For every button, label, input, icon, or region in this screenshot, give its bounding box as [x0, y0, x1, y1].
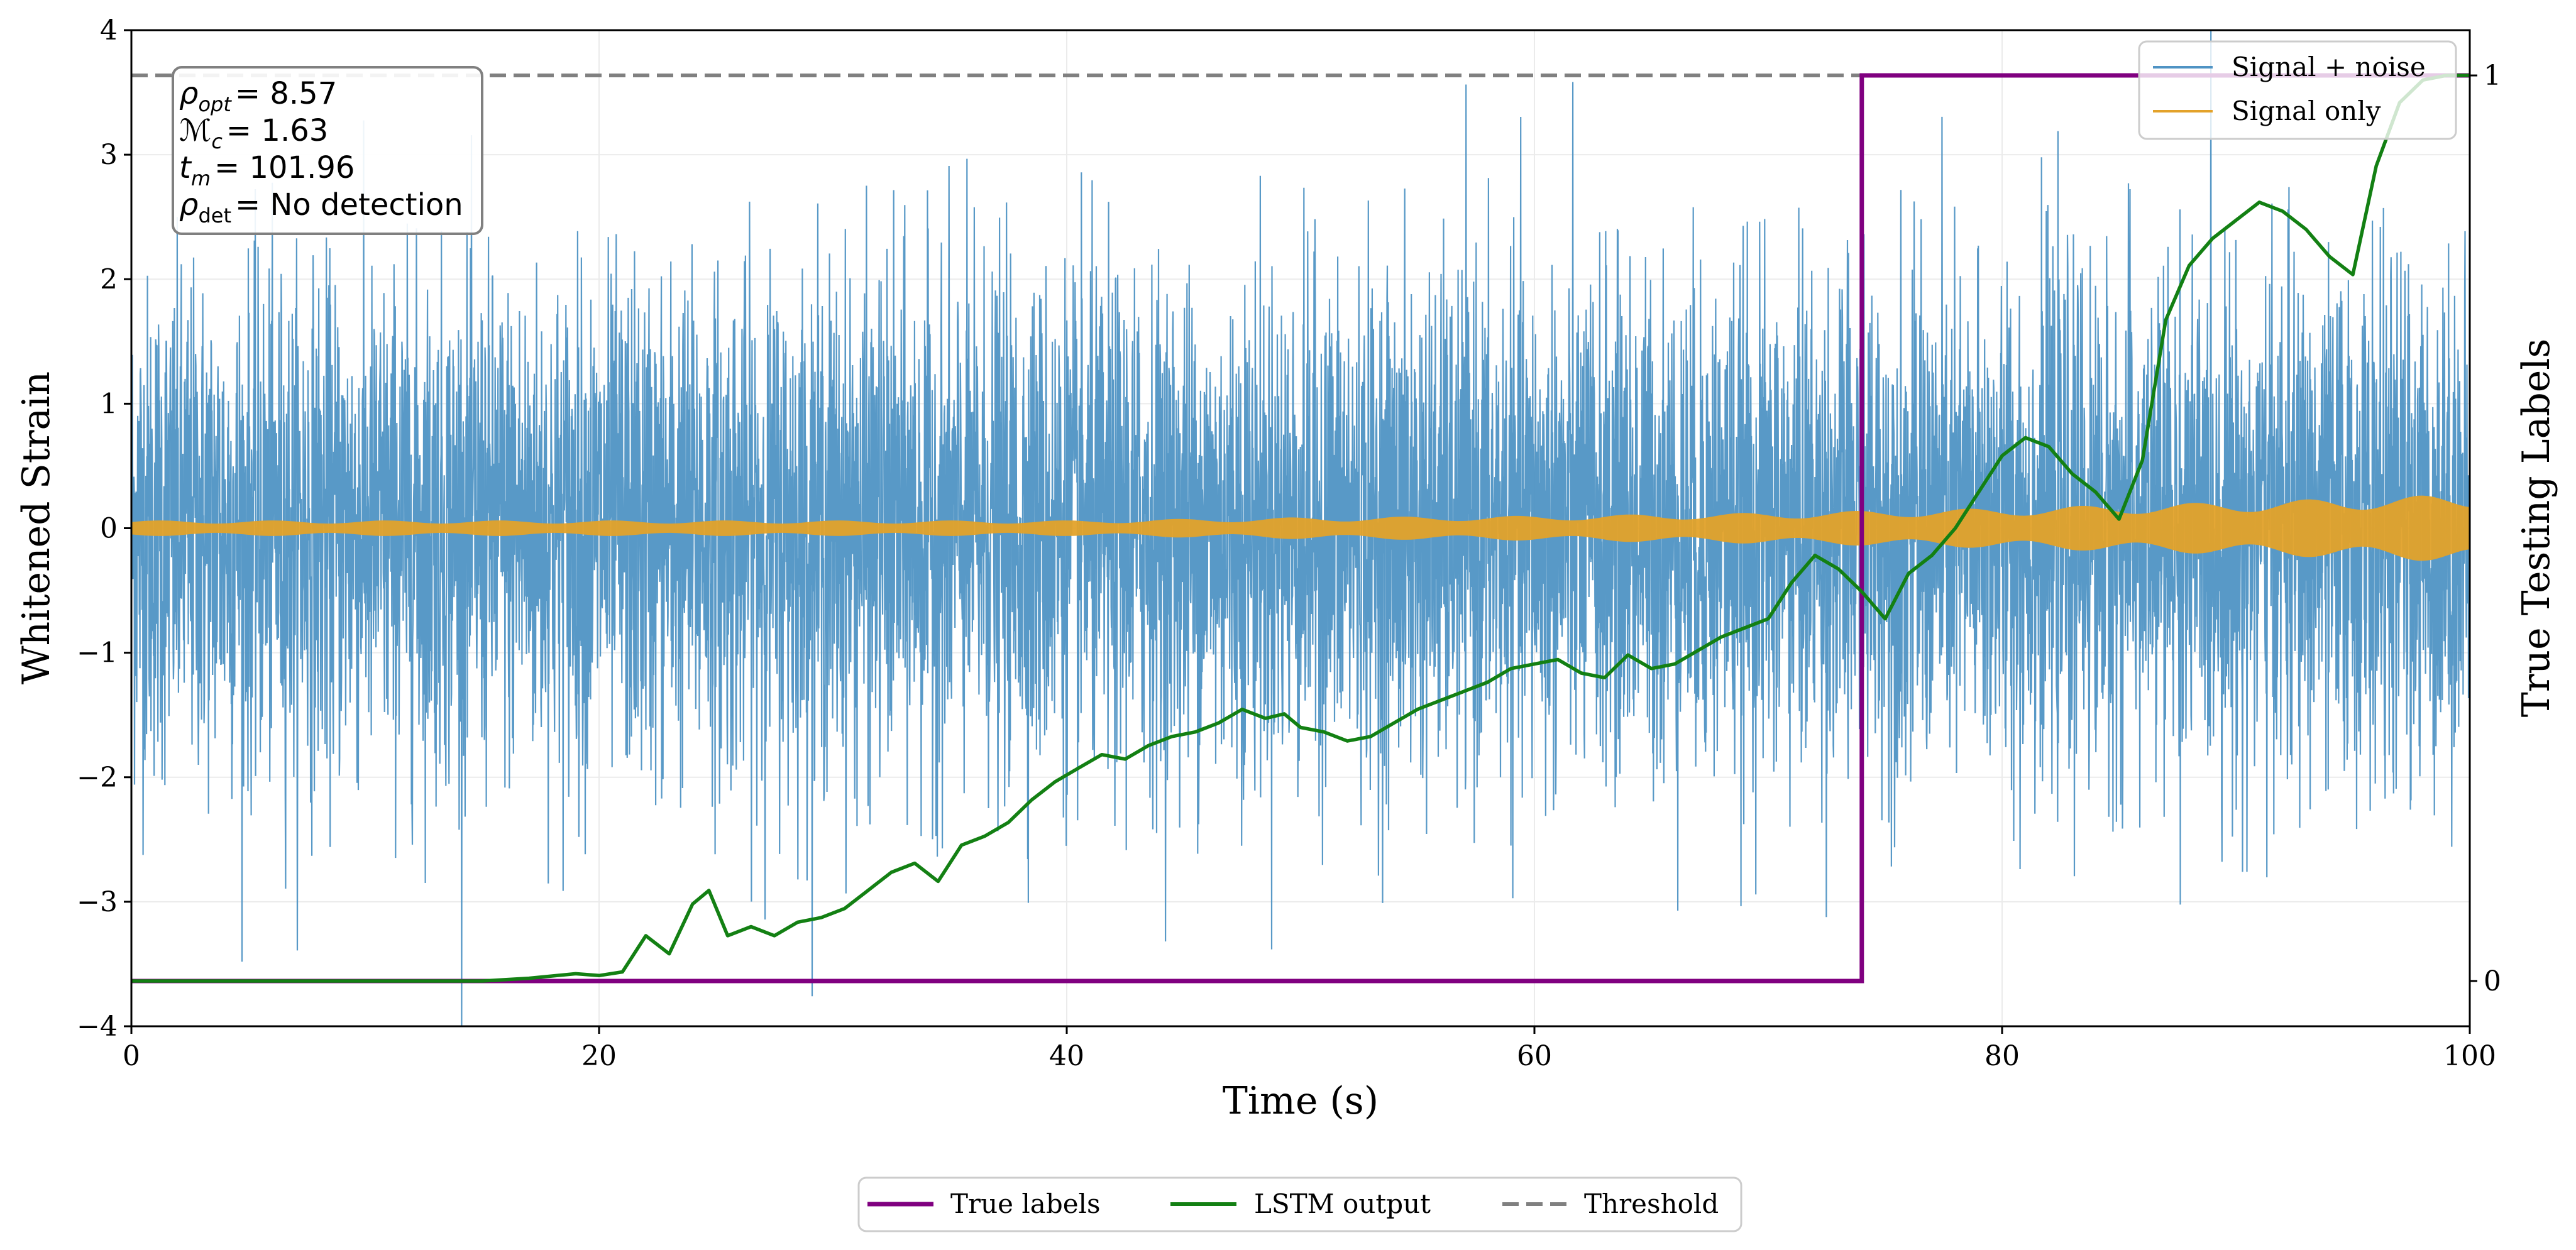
y-tick-label: 2 — [100, 263, 118, 295]
x-tick-label: 60 — [1517, 1040, 1552, 1072]
y-tick-label: 4 — [100, 14, 118, 47]
legend-label-signal-noise: Signal + noise — [2232, 52, 2426, 82]
y2-axis-ticks: 01 — [2470, 60, 2501, 997]
y2-tick-label: 1 — [2484, 60, 2501, 92]
legend-bottom: True labels LSTM output Threshold — [857, 1176, 1742, 1232]
legend-bottom-frame — [857, 1176, 1742, 1232]
y-tick-label: −2 — [77, 762, 118, 794]
annotation-merger-time: tm = 101.96 — [179, 150, 355, 190]
y-tick-label: −4 — [77, 1011, 118, 1043]
x-tick-label: 100 — [2443, 1040, 2496, 1072]
y-tick-label: 3 — [100, 139, 118, 171]
legend-label-threshold: Threshold — [1584, 1188, 1719, 1219]
x-tick-label: 40 — [1049, 1040, 1084, 1072]
legend-top: Signal + noise Signal only — [2138, 40, 2457, 140]
x-tick-label: 0 — [123, 1040, 140, 1072]
legend-label-lstm-output: LSTM output — [1254, 1188, 1431, 1219]
y-tick-label: 0 — [100, 513, 118, 545]
y-tick-label: 1 — [100, 388, 118, 420]
annotation-frame — [172, 66, 483, 235]
annotation-rho-det: ρdet = No detection — [179, 187, 463, 228]
y-axis-ticks: −4 −3 −2 −1 0 1 2 3 4 — [77, 14, 131, 1043]
y2-tick-label: 0 — [2484, 965, 2501, 997]
y-tick-label: −3 — [77, 886, 118, 918]
lstm-output-series — [131, 74, 2470, 983]
x-tick-label: 20 — [581, 1040, 617, 1072]
x-tick-label: 80 — [1984, 1040, 2020, 1072]
y-axis-title: Whitened Strain — [14, 371, 58, 684]
signal-only-series — [131, 495, 2470, 561]
y2-axis-title: True Testing Labels — [2514, 339, 2558, 718]
x-axis-ticks: 0 20 40 60 80 100 — [123, 1026, 2496, 1072]
annotation-rho-opt: ρopt = 8.57 — [179, 76, 337, 116]
x-axis-title: Time (s) — [1223, 1079, 1379, 1123]
signal-noise-series — [131, 30, 2470, 1026]
legend-label-signal-only: Signal only — [2232, 96, 2381, 126]
annotation-box: ρopt = 8.57 ℳc = 1.63 tm = 101.96 ρdet = No … — [172, 66, 483, 235]
y-tick-label: −1 — [77, 637, 118, 669]
annotation-chirp-mass: ℳc = 1.63 — [179, 113, 328, 153]
legend-top-frame — [2138, 40, 2457, 140]
legend-label-true-labels: True labels — [950, 1188, 1101, 1219]
